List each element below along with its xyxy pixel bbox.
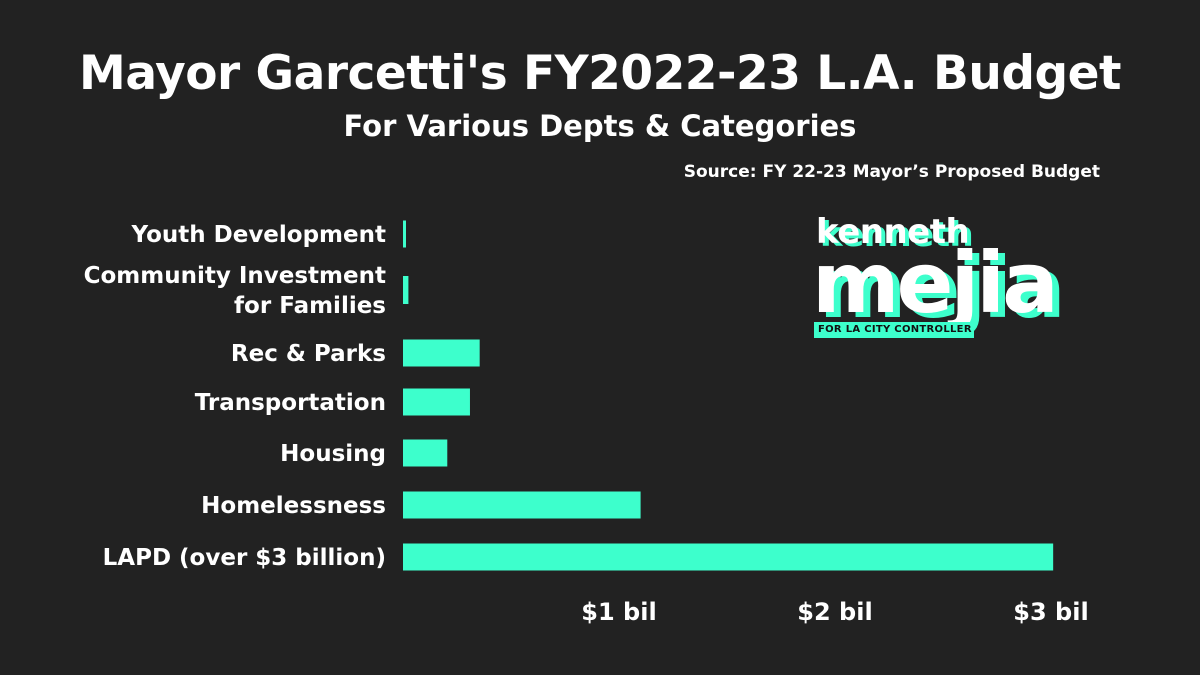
bar-4 [403,439,448,467]
category-label-3: Transportation [195,390,386,416]
bar-2 [403,339,480,367]
chart-title: Mayor Garcetti's FY2022-23 L.A. Budget [79,46,1121,101]
bar-0 [403,220,406,248]
category-label-1: Community Investment for Families [84,263,386,319]
x-tick-label-0: $1 bil [581,598,656,626]
bar-6 [403,543,1054,571]
logo-last-name: mejia [812,234,1059,332]
category-label-6: LAPD (over $3 billion) [103,545,386,571]
x-tick-label-1: $2 bil [797,598,872,626]
bar-5 [403,491,641,519]
category-label-5: Homelessness [201,493,386,519]
bar-3 [403,388,470,416]
category-label-4: Housing [280,441,386,467]
logo-first-name: kenneth [816,212,970,252]
chart-subtitle: For Various Depts & Categories [343,109,857,143]
campaign-logo: kenneth mejia FOR LA CITY CONTROLLER [812,212,1112,342]
category-label-2: Rec & Parks [231,341,386,367]
x-tick-label-2: $3 bil [1013,598,1088,626]
logo-tagline: FOR LA CITY CONTROLLER [814,322,974,338]
category-label-0: Youth Development [131,222,386,248]
source-note: Source: FY 22-23 Mayor’s Proposed Budget [683,162,1100,182]
bar-1 [403,276,409,304]
